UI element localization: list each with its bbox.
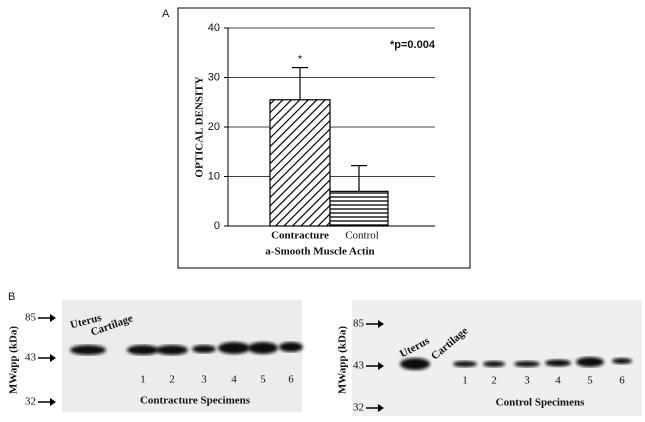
lane-label: 3 — [201, 374, 207, 386]
y-axis-label: MWapp (kDa) — [337, 326, 349, 394]
lane-label: 4 — [555, 375, 561, 387]
marker-arrowhead — [378, 404, 384, 412]
x-tick-label: Contracture — [271, 230, 329, 242]
blot-caption: Contracture Specimens — [140, 395, 251, 407]
y-tick-label: 0 — [214, 220, 220, 232]
lane-label: 4 — [231, 374, 237, 386]
band — [400, 358, 430, 370]
lane-label: 2 — [169, 374, 175, 386]
lane-label: 5 — [260, 374, 266, 386]
y-tick-label: 40 — [208, 22, 220, 34]
band — [192, 345, 216, 353]
blot-image — [62, 300, 302, 412]
y-tick-label: 20 — [208, 121, 220, 133]
bar — [269, 99, 331, 227]
band — [576, 357, 604, 367]
marker-label: 32 — [25, 396, 36, 408]
marker-arrowhead — [50, 398, 56, 406]
lane-label: 2 — [491, 375, 497, 387]
band — [483, 361, 505, 367]
blot-caption: Control Specimens — [496, 397, 585, 409]
band — [279, 342, 303, 352]
y-tick-label: 10 — [208, 170, 220, 182]
x-tick-label: Control — [345, 230, 379, 242]
lane-label: 1 — [462, 375, 468, 387]
band — [545, 359, 571, 367]
marker-arrowhead — [50, 354, 56, 362]
bar — [329, 190, 389, 227]
band — [612, 358, 632, 364]
band — [514, 361, 540, 367]
annotation: *p=0.004 — [390, 39, 436, 51]
lane-label: 6 — [619, 375, 625, 387]
lane-label: 6 — [288, 374, 294, 386]
band — [248, 342, 278, 354]
panel-frame — [177, 7, 471, 269]
band — [453, 361, 477, 367]
marker-arrowhead — [378, 362, 384, 370]
x-axis-label: a-Smooth Muscle Actin — [265, 246, 374, 258]
lane-label: 3 — [524, 375, 530, 387]
y-axis-label: MWapp (kDa) — [8, 326, 20, 394]
marker-arrowhead — [50, 314, 56, 322]
marker-label: 85 — [25, 312, 37, 324]
marker-label: 43 — [353, 360, 365, 372]
band — [156, 345, 188, 355]
band — [70, 345, 106, 355]
marker-label: 32 — [353, 402, 364, 414]
marker-arrowhead — [378, 320, 384, 328]
panel-label: B — [8, 291, 15, 303]
y-axis-label: OPTICAL DENSITY — [194, 76, 206, 177]
panel-label: A — [162, 8, 170, 20]
y-tick-label: 30 — [208, 71, 220, 83]
lane-label: 1 — [140, 374, 146, 386]
band — [218, 342, 250, 354]
marker-label: 85 — [353, 318, 365, 330]
significance-mark: * — [298, 54, 303, 66]
band — [127, 345, 159, 355]
marker-label: 43 — [25, 352, 37, 364]
lane-label: 5 — [587, 375, 593, 387]
